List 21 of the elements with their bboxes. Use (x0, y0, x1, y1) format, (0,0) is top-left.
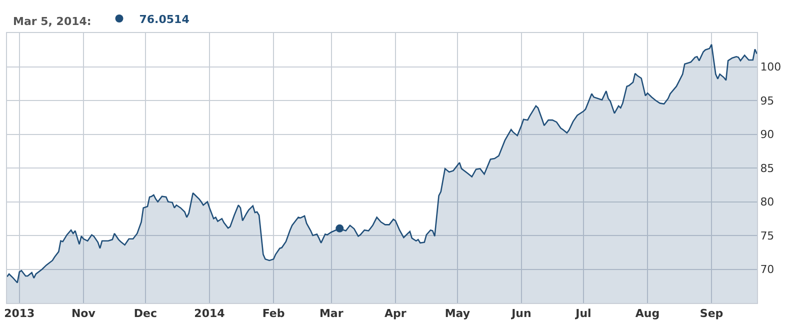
x-tick-label: Sep (700, 307, 724, 320)
legend-label: 76.0514 (139, 12, 190, 26)
x-tick-label: Jul (574, 307, 592, 320)
x-tick-label: Jun (510, 307, 532, 320)
x-tick-label: Apr (384, 307, 407, 320)
x-tick-label: Aug (635, 307, 660, 320)
y-tick-label: 95 (760, 94, 774, 108)
x-tick-label: Dec (134, 307, 157, 320)
y-tick-label: 85 (760, 162, 774, 175)
y-tick-label: 80 (760, 196, 774, 209)
x-tick-label: Feb (262, 307, 285, 320)
x-tick-label: Mar (319, 307, 344, 320)
x-tick-label: 2014 (194, 307, 226, 320)
y-tick-label: 70 (760, 263, 774, 276)
x-tick-label: Nov (71, 307, 96, 320)
y-tick-label: 75 (760, 229, 774, 242)
y-tick-label: 100 (760, 60, 782, 74)
x-tick-label: May (444, 307, 470, 320)
y-tick-label: 90 (760, 128, 774, 142)
text: Mar 5, 2014: (13, 15, 92, 28)
x-tick-label: 2013 (4, 307, 35, 320)
